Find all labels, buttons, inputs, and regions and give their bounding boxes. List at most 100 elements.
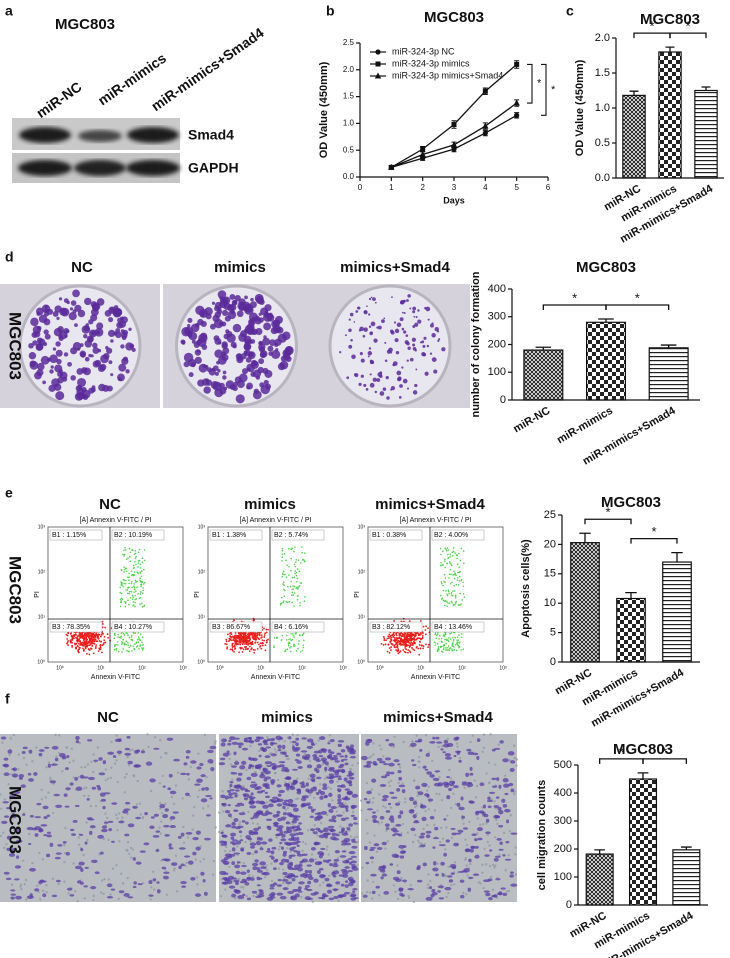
pore [78,741,82,745]
colony-dot [70,375,76,381]
cell [18,777,24,780]
event [388,652,391,654]
cell [339,755,345,758]
cell [279,737,284,740]
cell [205,787,209,791]
cell [293,780,298,785]
cell [295,753,301,757]
event [256,641,259,644]
cell [388,817,395,822]
event [421,634,424,637]
colony-dot [414,349,417,352]
cell [98,757,103,761]
cell [417,879,423,883]
colony-dot [339,351,342,354]
cell [436,741,443,744]
cell [80,867,84,872]
cell [505,840,510,844]
cell [427,798,434,802]
event [454,644,457,646]
pore [503,774,507,777]
cell [384,757,392,761]
cell [347,870,353,873]
event [452,590,454,592]
event [395,642,398,644]
event [137,636,140,638]
marker [513,99,520,106]
pore [491,888,495,892]
event [442,599,445,602]
event [137,562,139,564]
colony-dot [92,347,100,354]
cell [224,853,232,858]
event [279,603,282,605]
event [260,647,263,650]
event [120,643,123,645]
event [456,576,459,579]
pore [512,744,516,747]
cell [118,738,122,742]
cell [343,837,351,843]
event [127,557,129,559]
cell [230,836,235,840]
colony-dot [365,388,369,391]
cell [372,811,376,814]
pore [169,818,173,822]
pore [0,834,3,838]
event [456,643,459,646]
event [401,641,403,643]
pore [494,864,497,867]
pore [454,802,458,806]
cell [297,890,303,893]
colony-dot [63,352,69,357]
cell [271,796,279,800]
event [140,575,143,577]
pore [116,829,119,832]
pore [12,733,16,737]
event [244,636,247,638]
pore [456,745,459,748]
pore [355,835,359,838]
cell [153,747,160,750]
y-axis-label: Apoptosis cells(%) [520,539,532,638]
axis-decade: 10⁰ [376,665,384,671]
cell [55,804,63,808]
pore [509,814,513,817]
pore [165,752,168,755]
cell [169,790,177,795]
cell [49,842,54,847]
event [136,638,139,641]
cell [34,826,42,830]
colony-dot [99,363,107,371]
cell [180,881,187,885]
cell [477,837,483,841]
event [117,636,119,638]
pore [58,734,61,737]
pore [164,802,167,806]
pore [185,861,188,865]
cell [346,746,352,750]
cell [50,763,58,766]
event [293,592,296,594]
pore [431,759,434,763]
event [237,636,240,639]
event [445,590,447,592]
blot-title: MGC803 [55,16,115,33]
colony-dot [401,311,404,314]
event [139,593,142,595]
event [141,649,144,651]
event [453,574,455,576]
cell [78,861,85,866]
colony-dot [77,377,87,387]
colony-dot [70,300,77,306]
event [134,632,137,634]
cell [467,887,472,892]
cell [344,831,348,835]
colony-dot [29,360,36,367]
cell [383,763,389,766]
cell [3,871,10,875]
event [87,641,90,644]
event [122,553,124,556]
cell [288,838,295,841]
pore [400,832,403,835]
